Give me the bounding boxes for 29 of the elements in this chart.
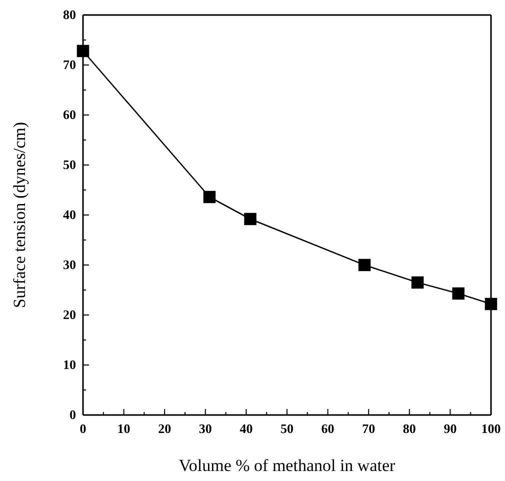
point [76,44,90,58]
y-axis-title: Surface tension (dynes/cm) [10,122,29,308]
point [244,212,256,226]
y-tick-label: 50 [63,157,76,172]
x-tick-label: 90 [444,421,457,436]
x-tick-label: 20 [158,421,172,436]
point [484,298,498,310]
y-tick-label: 10 [63,357,76,372]
point [203,190,216,204]
x-tick-label: 100 [481,421,501,436]
y-tick-label: 60 [63,107,76,122]
point [452,287,464,300]
y-tick-label: 0 [70,407,76,422]
y-tick-label: 80 [63,7,76,22]
x-tick-label: 40 [240,421,253,436]
y-tick-label: 40 [63,207,76,222]
point [358,258,371,272]
x-axis-title: Volume % of methanol in water [178,456,396,475]
y-tick-label: 70 [63,57,76,72]
x-tick-label: 10 [117,421,130,436]
x-tick-label: 30 [198,421,212,436]
x-tick-label: 50 [280,421,294,436]
y-tick-label: 30 [63,257,76,272]
x-tick-label: 80 [402,421,416,436]
x-tick-label: 0 [80,421,86,436]
x-tick-label: 70 [362,421,376,436]
y-tick-label: 20 [63,307,76,322]
point [411,276,424,289]
x-tick-label: 60 [321,421,334,436]
